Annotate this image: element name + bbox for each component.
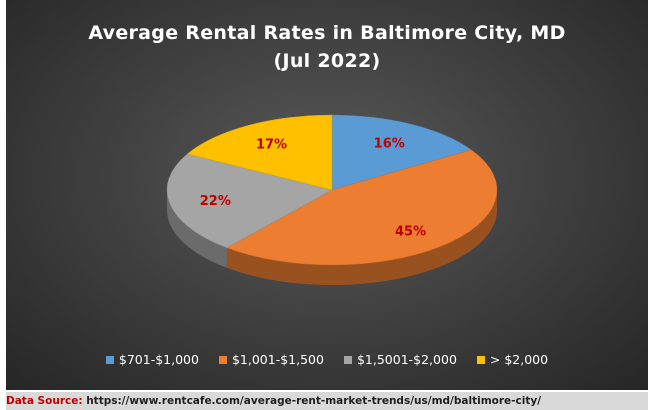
- pie-chart: 16% 45% 22% 17%: [166, 114, 498, 285]
- pie-data-label: 22%: [200, 194, 231, 209]
- pie-slice: [186, 114, 333, 191]
- data-source-url[interactable]: https://www.rentcafe.com/average-rent-ma…: [86, 395, 542, 407]
- legend-swatch: [218, 355, 227, 364]
- chart-subtitle: (Jul 2022): [273, 50, 381, 72]
- data-source-label: Data Source:: [6, 395, 83, 407]
- pie-data-label: 16%: [374, 137, 405, 152]
- legend-swatch: [476, 355, 485, 364]
- pie-slice: [331, 114, 472, 191]
- legend-label: $701-$1,000: [118, 352, 199, 367]
- legend-swatch: [343, 355, 352, 364]
- legend-item: $1,5001-$2,000: [343, 352, 457, 367]
- chart-legend: $701-$1,000 $1,001-$1,500 $1,5001-$2,000…: [6, 352, 648, 367]
- legend-item: $1,001-$1,500: [218, 352, 324, 367]
- pie-slice-side: [226, 190, 497, 285]
- legend-label: $1,001-$1,500: [231, 352, 324, 367]
- chart-title: Average Rental Rates in Baltimore City, …: [88, 22, 566, 44]
- legend-label: > $2,000: [489, 352, 549, 367]
- pie-data-label: 17%: [256, 138, 287, 153]
- legend-label: $1,5001-$2,000: [356, 352, 457, 367]
- pie-slice-side: [167, 190, 227, 268]
- pie-slice: [166, 153, 333, 249]
- chart-area: Average Rental Rates in Baltimore City, …: [6, 0, 648, 390]
- pie-slice: [226, 149, 498, 266]
- pie-data-label: 45%: [395, 225, 426, 240]
- legend-item: $701-$1,000: [105, 352, 199, 367]
- data-source: Data Source: https://www.rentcafe.com/av…: [6, 392, 648, 410]
- legend-item: > $2,000: [476, 352, 549, 367]
- legend-swatch: [105, 355, 114, 364]
